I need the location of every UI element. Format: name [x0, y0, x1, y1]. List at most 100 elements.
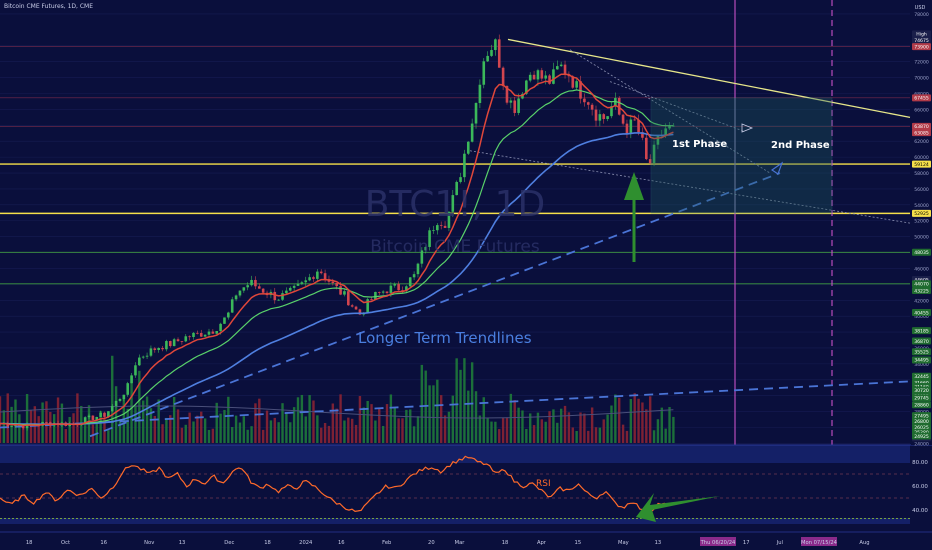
candle-body	[176, 339, 180, 342]
green-arrow-head	[624, 172, 644, 200]
candle-body	[451, 195, 455, 212]
time-tick-label: 18	[502, 540, 509, 546]
candle-body	[145, 355, 149, 357]
candle-body	[110, 406, 114, 412]
time-tick-label: 15	[575, 540, 582, 546]
volume-bar	[633, 393, 636, 443]
volume-bar	[250, 426, 253, 443]
volume-bar	[289, 422, 292, 443]
price-tag-bg	[912, 287, 931, 295]
volume-bar	[347, 417, 350, 443]
candle-body	[540, 70, 544, 79]
volume-bar	[184, 424, 187, 443]
candle-body	[366, 299, 369, 314]
candle-body	[645, 137, 648, 160]
volume-bar	[52, 414, 56, 443]
price-tag-bg	[912, 248, 931, 256]
volume-bar	[350, 418, 354, 443]
volume-bar	[227, 396, 230, 443]
currency-label: USD	[915, 5, 926, 11]
time-tick-label: 18	[264, 540, 271, 546]
candle-body	[606, 116, 609, 120]
projection-box	[650, 97, 833, 214]
price-tag-bg	[912, 209, 931, 217]
candle-body	[377, 291, 381, 293]
volume-bar	[242, 416, 246, 443]
volume-bar	[416, 416, 420, 443]
price-tag-label: 48035	[914, 250, 929, 256]
candle-body	[525, 80, 528, 94]
volume-bar	[176, 409, 180, 443]
price-tag-label: 35525	[914, 350, 929, 356]
candle-body	[323, 273, 327, 280]
volume-bar	[335, 408, 338, 443]
candle-body	[161, 347, 164, 350]
candle-body	[459, 177, 462, 182]
rsi-tick-label: 60.00	[912, 484, 928, 490]
candle-body	[668, 125, 671, 129]
annotation-rsi: RSI	[536, 479, 551, 489]
candle-body	[579, 81, 582, 99]
candle-body	[466, 141, 470, 154]
candle-body	[149, 348, 153, 356]
price-tag-bg	[912, 43, 931, 51]
volume-bar	[200, 411, 203, 443]
candle-body	[134, 365, 137, 376]
time-tick-label: Mar	[455, 540, 466, 546]
price-tick-label: 62000	[914, 139, 929, 145]
candle-body	[571, 76, 575, 88]
volume-bar	[254, 403, 257, 443]
candle-body	[347, 291, 350, 306]
price-tag-bg	[912, 327, 931, 335]
volume-bar	[188, 412, 191, 443]
candle-body	[83, 417, 87, 425]
candle-body	[153, 348, 157, 350]
price-tag-label: 44070	[914, 282, 929, 288]
candle-body	[405, 286, 408, 291]
price-tag-bg	[912, 372, 931, 380]
volume-bar	[459, 369, 462, 443]
volume-bar	[625, 430, 629, 443]
price-tag-bg	[912, 129, 931, 137]
candle-body	[230, 299, 234, 313]
volume-bar	[486, 417, 489, 443]
candle-body	[563, 64, 567, 75]
volume-bar	[107, 430, 110, 443]
candle-body	[308, 277, 311, 281]
candle-body	[594, 109, 598, 121]
candle-body	[370, 299, 373, 300]
volume-bar	[300, 394, 304, 443]
candle-body	[559, 64, 563, 67]
candle-body	[207, 331, 211, 335]
price-tag-label: 67455	[914, 96, 929, 102]
volume-bar	[296, 397, 300, 443]
ema-mid-line	[0, 89, 674, 426]
volume-bar	[498, 429, 501, 443]
price-tick-label: 66000	[914, 107, 929, 113]
candle-body	[544, 75, 547, 79]
volume-bar	[118, 418, 122, 443]
volume-bar	[618, 397, 621, 443]
volume-bar	[138, 370, 141, 443]
candle-body	[227, 312, 230, 318]
candle-body	[436, 225, 439, 231]
volume-bar	[343, 420, 346, 443]
price-tag-label: 34495	[914, 358, 929, 364]
volume-bar	[339, 394, 342, 443]
candle-body	[517, 98, 520, 113]
candle-body	[14, 425, 17, 427]
volume-bar	[219, 413, 222, 443]
volume-bar	[215, 402, 218, 443]
time-tick-label: 16	[100, 540, 107, 546]
price-tick-label: 50000	[914, 235, 929, 241]
price-tag-bg	[912, 160, 931, 168]
candle-body	[188, 336, 191, 338]
candle-body	[219, 323, 222, 332]
candle-body	[223, 317, 226, 324]
volume-bar	[366, 400, 369, 443]
volume-bar	[571, 427, 574, 443]
price-tag-bg	[912, 417, 931, 425]
volume-bar	[401, 418, 404, 443]
price-tag-label: High	[916, 32, 927, 38]
